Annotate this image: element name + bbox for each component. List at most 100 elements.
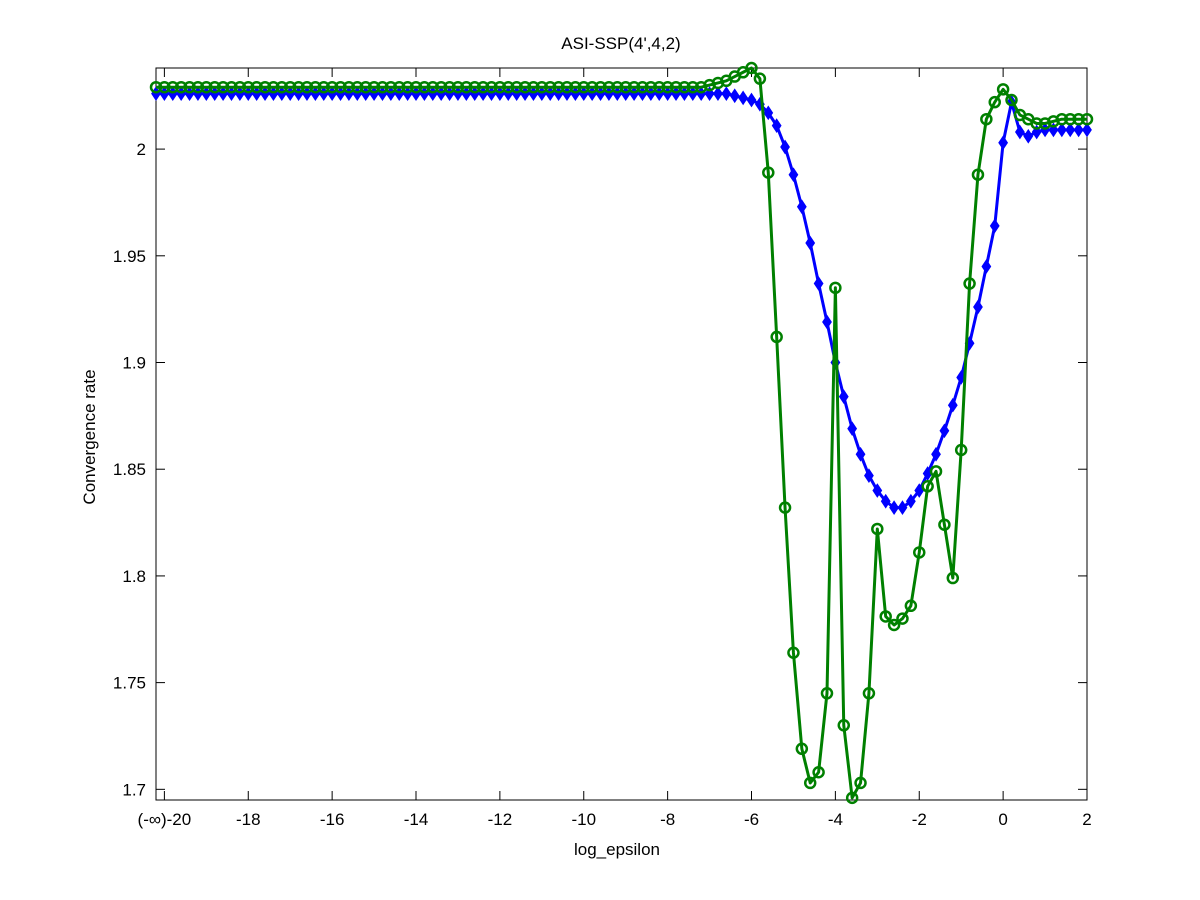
data-point <box>929 465 943 478</box>
data-point <box>443 80 456 94</box>
data-point <box>729 88 740 104</box>
data-point <box>577 80 591 94</box>
data-point <box>543 80 557 94</box>
x-tick-label: -12 <box>488 810 513 829</box>
data-point <box>636 80 649 94</box>
data-point <box>627 80 641 94</box>
data-point <box>342 80 356 94</box>
y-axis-label: Convergence rate <box>80 369 99 504</box>
data-point <box>611 80 624 94</box>
data-point <box>1073 122 1084 138</box>
data-point <box>158 80 171 94</box>
data-point <box>896 612 909 625</box>
data-point <box>837 719 851 732</box>
data-point <box>174 80 188 94</box>
data-point <box>502 80 515 94</box>
data-point <box>669 80 683 94</box>
data-point <box>1082 122 1092 138</box>
data-point <box>879 610 892 623</box>
data-point <box>1063 112 1077 126</box>
data-point <box>1005 93 1018 107</box>
x-tick-label: -10 <box>571 810 596 829</box>
data-point <box>384 80 398 94</box>
data-point <box>862 687 876 700</box>
data-point <box>778 501 792 514</box>
y-tick-label: 2 <box>137 140 146 159</box>
data-point <box>686 80 700 94</box>
data-point <box>225 80 238 94</box>
data-point <box>1056 122 1067 138</box>
data-point <box>973 299 983 315</box>
data-point <box>762 166 775 179</box>
data-point <box>468 80 481 94</box>
data-point <box>854 776 867 790</box>
data-point <box>283 80 297 94</box>
data-point <box>998 135 1009 151</box>
x-tick-label: 2 <box>1082 810 1091 829</box>
data-point <box>485 80 498 94</box>
data-point <box>267 80 280 94</box>
data-point <box>913 546 926 559</box>
data-point <box>989 218 1000 234</box>
y-tick-label: 1.85 <box>113 460 146 479</box>
data-point <box>434 80 448 94</box>
data-point <box>359 80 372 94</box>
data-point <box>746 92 757 108</box>
data-point <box>1023 128 1034 144</box>
data-point <box>258 80 272 94</box>
data-point <box>812 766 825 779</box>
data-point <box>988 95 1001 109</box>
data-point <box>847 421 858 437</box>
data-point <box>820 687 834 700</box>
data-point <box>233 80 247 94</box>
data-point <box>644 80 658 94</box>
data-point <box>887 618 901 632</box>
data-point <box>981 259 992 274</box>
data-point <box>451 80 465 94</box>
x-tick-label: -16 <box>320 810 345 829</box>
data-point <box>745 61 758 75</box>
data-point <box>753 72 767 85</box>
data-point <box>367 80 381 94</box>
data-point <box>309 80 322 94</box>
x-axis-label: log_epsilon <box>574 840 660 859</box>
data-point <box>275 80 289 94</box>
data-point <box>476 80 490 94</box>
data-point <box>510 80 523 94</box>
data-point <box>763 105 774 121</box>
data-point <box>947 397 958 413</box>
data-point <box>401 80 414 94</box>
data-point <box>317 80 330 94</box>
data-point <box>242 80 255 94</box>
data-point <box>946 571 960 585</box>
data-point <box>954 443 968 457</box>
data-point <box>552 80 565 94</box>
y-tick-label: 1.95 <box>113 247 146 266</box>
series-2 <box>149 61 1094 805</box>
y-tick-label: 1.75 <box>113 674 146 693</box>
data-point <box>738 90 749 106</box>
data-point <box>392 80 406 94</box>
y-tick-labels: 1.7 1.75 1.8 1.85 1.9 1.95 2 <box>113 140 146 799</box>
data-point <box>771 118 782 133</box>
data-point <box>569 80 582 94</box>
plot-area <box>155 67 1088 801</box>
data-point <box>602 80 616 94</box>
data-point <box>822 314 832 330</box>
data-point <box>594 80 607 94</box>
data-point <box>376 80 389 94</box>
data-point <box>889 500 899 515</box>
data-point <box>166 80 180 94</box>
x-tick-label: -4 <box>828 810 843 829</box>
data-point <box>652 80 666 94</box>
data-point <box>351 80 364 94</box>
data-point <box>855 446 866 462</box>
data-point <box>838 389 849 405</box>
data-point <box>300 80 314 94</box>
data-point <box>149 80 163 94</box>
data-point <box>931 446 941 462</box>
data-point <box>325 80 339 94</box>
x-tick-labels: (-∞)-20 -18 -16 -14 -12 -10 -8 -6 -4 -2 0 2 <box>138 810 1092 829</box>
data-point <box>560 80 574 94</box>
data-point <box>787 646 800 659</box>
